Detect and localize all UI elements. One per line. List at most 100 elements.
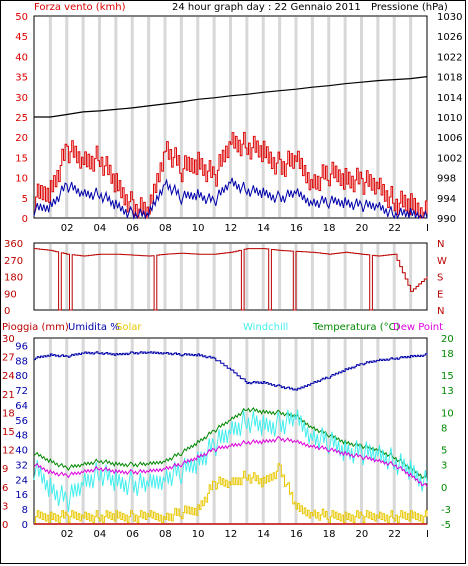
- pressure-series-line: [34, 76, 428, 118]
- rain-y-tick-label: 12: [2, 446, 15, 457]
- rain-y-tick-label: 30: [2, 334, 15, 345]
- solar-series-line: [34, 463, 428, 523]
- wind-axis-label: Forza vento (kmh): [34, 2, 126, 13]
- wind-x-tick-label: 10: [192, 223, 205, 234]
- rain-y-tick-label: 18: [2, 408, 15, 419]
- wind-y-tick-label: 15: [15, 153, 28, 164]
- weather-x-tick-label: 08: [159, 529, 172, 540]
- rain-y-tick-label: 0: [2, 520, 8, 531]
- humidity-y-tick-label: 24: [15, 475, 28, 486]
- temperature-label: Temperatura (°C): [312, 322, 400, 333]
- compass-tick-label: W: [437, 256, 447, 267]
- wind-y-tick-label: 45: [15, 32, 28, 43]
- series-layer: [33, 76, 428, 525]
- chart-title: 24 hour graph day : 22 Gennaio 2011: [172, 2, 361, 13]
- temperature-y-tick-label: 8: [441, 423, 447, 434]
- direction-series-line: [34, 248, 428, 311]
- rain-y-tick-label: 24: [2, 371, 15, 382]
- wind-y-tick-label: 20: [15, 133, 28, 144]
- wind-gust-series-line: [34, 131, 428, 219]
- wind-y-tick-label: 50: [15, 12, 28, 23]
- weather-x-tick-label: 22: [388, 529, 401, 540]
- humidity-series-line: [34, 351, 428, 391]
- pressure-y-tick-label: 990: [437, 214, 456, 225]
- temperature-y-tick-label: 13: [441, 386, 454, 397]
- rain-y-tick-label: 6: [2, 483, 8, 494]
- rain-y-tick-label: 9: [2, 464, 8, 475]
- direction-y-tick-label: 180: [4, 273, 23, 284]
- weather-x-tick-label: 12: [225, 529, 238, 540]
- weather-x-tick-label: I: [426, 529, 429, 540]
- wind-y-tick-label: 40: [15, 52, 28, 63]
- wind-x-tick-label: 18: [323, 223, 336, 234]
- temperature-y-tick-label: -5: [441, 520, 451, 531]
- humidity-y-tick-label: 32: [15, 460, 28, 471]
- temperature-y-tick-label: 0: [441, 483, 447, 494]
- humidity-y-tick-label: 88: [15, 356, 28, 367]
- wind-y-tick-label: 35: [15, 73, 28, 84]
- wind-x-tick-label: 12: [225, 223, 238, 234]
- compass-tick-label: N: [437, 306, 444, 317]
- weather-x-tick-label: 04: [94, 529, 107, 540]
- humidity-y-tick-label: 40: [15, 446, 28, 457]
- pressure-y-tick-label: 1022: [437, 52, 462, 63]
- dewpoint-label: Dew Point: [393, 322, 443, 333]
- pressure-y-tick-label: 1002: [437, 153, 462, 164]
- rain-y-tick-label: 3: [2, 501, 8, 512]
- weather-x-tick-label: 06: [126, 529, 139, 540]
- compass-tick-label: E: [437, 289, 443, 300]
- compass-tick-label: S: [437, 273, 443, 284]
- direction-y-tick-label: 90: [4, 289, 17, 300]
- wind-x-tick-label: I: [426, 223, 429, 234]
- pressure-y-tick-label: 1014: [437, 93, 462, 104]
- rain-y-tick-label: 21: [2, 390, 15, 401]
- humidity-y-tick-label: 96: [15, 341, 28, 352]
- rain-y-tick-label: 27: [2, 353, 15, 364]
- humidity-y-tick-label: 16: [15, 490, 28, 501]
- direction-y-tick-label: 270: [4, 256, 23, 267]
- pressure-y-tick-label: 1006: [437, 133, 462, 144]
- wind-x-tick-label: 14: [257, 223, 270, 234]
- humidity-y-tick-label: 72: [15, 386, 28, 397]
- direction-y-tick-label: 360: [4, 239, 23, 250]
- wind-x-tick-label: 20: [356, 223, 369, 234]
- solar-label: Solar: [116, 322, 142, 333]
- weather-x-tick-label: 10: [192, 529, 205, 540]
- weather-x-tick-label: 14: [257, 529, 270, 540]
- pressure-y-tick-label: 998: [437, 174, 456, 185]
- temperature-y-tick-label: -3: [441, 505, 451, 516]
- weather-x-tick-label: 16: [290, 529, 303, 540]
- wind-y-tick-label: 0: [22, 214, 28, 225]
- dewpoint-series-line: [33, 435, 428, 488]
- temperature-y-tick-label: 5: [441, 446, 447, 457]
- humidity-y-tick-label: 56: [15, 416, 28, 427]
- temperature-y-tick-label: 15: [441, 371, 454, 382]
- pressure-y-tick-label: 1026: [437, 32, 462, 43]
- humidity-y-tick-label: 0: [22, 520, 28, 531]
- wind-average-series-line: [33, 177, 428, 220]
- humidity-label: Umidita %: [68, 322, 120, 333]
- wind-x-tick-label: 08: [159, 223, 172, 234]
- windchill-label: Windchill: [243, 322, 288, 333]
- pressure-y-tick-label: 1030: [437, 12, 462, 23]
- humidity-y-tick-label: 8: [22, 505, 28, 516]
- humidity-y-tick-label: 80: [15, 371, 28, 382]
- weather-x-tick-label: 18: [323, 529, 336, 540]
- wind-y-tick-label: 30: [15, 93, 28, 104]
- wind-x-tick-label: 06: [126, 223, 139, 234]
- wind-x-tick-label: 22: [388, 223, 401, 234]
- pressure-axis-label: Pressione (hPa): [371, 2, 448, 13]
- humidity-y-tick-label: 48: [15, 431, 28, 442]
- wind-y-tick-label: 5: [22, 194, 28, 205]
- pressure-y-tick-label: 1010: [437, 113, 462, 124]
- direction-y-tick-label: 0: [4, 306, 10, 317]
- weather-x-tick-label: 02: [61, 529, 74, 540]
- pressure-y-tick-label: 1018: [437, 73, 462, 84]
- grid-layer: [48, 17, 413, 523]
- weather-x-tick-label: 20: [356, 529, 369, 540]
- wind-x-tick-label: 02: [61, 223, 74, 234]
- wind-y-tick-label: 25: [15, 113, 28, 124]
- windchill-series-line: [33, 409, 428, 512]
